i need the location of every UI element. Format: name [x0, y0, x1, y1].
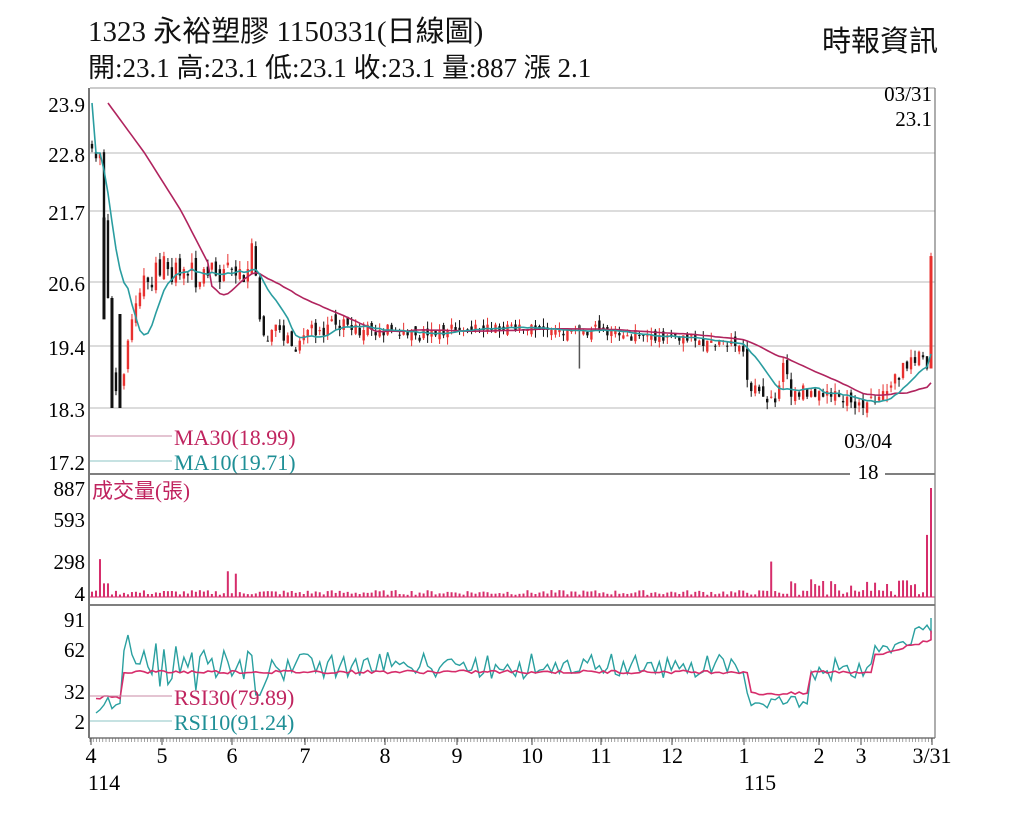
- year-label: 114: [88, 770, 120, 795]
- x-tick-label: 8: [380, 743, 391, 768]
- x-tick-label: 3/31: [912, 743, 951, 768]
- rsi-axis-labels: 91 62 32 2: [64, 608, 85, 734]
- low-date-label: 03/04: [844, 429, 892, 453]
- svg-text:22.8: 22.8: [48, 143, 85, 167]
- price-panel: MA30(18.99) MA10(19.71) 03/31 23.1 03/04…: [90, 82, 935, 484]
- price-axis-labels: 23.9 22.8 21.7 20.6 19.4 18.3 17.2: [48, 93, 85, 475]
- svg-text:298: 298: [54, 550, 86, 574]
- svg-text:20.6: 20.6: [48, 272, 85, 296]
- svg-text:593: 593: [54, 508, 86, 532]
- ma30-legend: MA30(18.99): [174, 425, 296, 450]
- volume-axis-labels: 887 593 298 4: [54, 477, 86, 606]
- low-price-label: 18: [858, 460, 879, 484]
- x-tick-label: 9: [452, 743, 463, 768]
- volume-panel: 成交量(張): [90, 479, 935, 598]
- svg-text:23.9: 23.9: [48, 93, 85, 117]
- x-tick-label: 1: [739, 743, 750, 768]
- svg-text:4: 4: [75, 582, 86, 606]
- x-tick-label: 2: [814, 743, 825, 768]
- x-tick-label: 12: [661, 743, 683, 768]
- volume-title: 成交量(張): [92, 479, 190, 503]
- rsi30-legend: RSI30(79.89): [174, 685, 294, 710]
- last-price-label: 23.1: [895, 107, 932, 131]
- svg-text:32: 32: [64, 680, 85, 704]
- x-tick-label: 5: [157, 743, 168, 768]
- brand-logo-text: 時報資訊: [821, 26, 938, 58]
- quote-summary: 開:23.1 高:23.1 低:23.1 收:23.1 量:887 漲 2.1: [88, 53, 592, 83]
- x-tick-label: 10: [521, 743, 543, 768]
- x-tick-label: 11: [590, 743, 611, 768]
- ma10-legend: MA10(19.71): [174, 450, 296, 475]
- svg-text:91: 91: [64, 608, 85, 632]
- svg-text:19.4: 19.4: [48, 336, 85, 360]
- rsi-panel: RSI30(79.89) RSI10(91.24): [90, 618, 932, 735]
- svg-text:62: 62: [64, 638, 85, 662]
- last-date-label: 03/31: [884, 82, 932, 106]
- x-tick-label: 7: [300, 743, 311, 768]
- svg-text:2: 2: [75, 710, 86, 734]
- chart-title: 1323 永裕塑膠 1150331(日線圖): [88, 16, 484, 48]
- svg-text:18.3: 18.3: [48, 398, 85, 422]
- x-tick-label: 4: [86, 743, 97, 768]
- svg-text:21.7: 21.7: [48, 201, 85, 225]
- x-tick-label: 3: [856, 743, 867, 768]
- x-tick-label: 6: [227, 743, 238, 768]
- rsi10-legend: RSI10(91.24): [174, 710, 294, 735]
- svg-text:887: 887: [54, 477, 86, 501]
- svg-text:17.2: 17.2: [48, 451, 85, 475]
- year-label: 115: [744, 770, 776, 795]
